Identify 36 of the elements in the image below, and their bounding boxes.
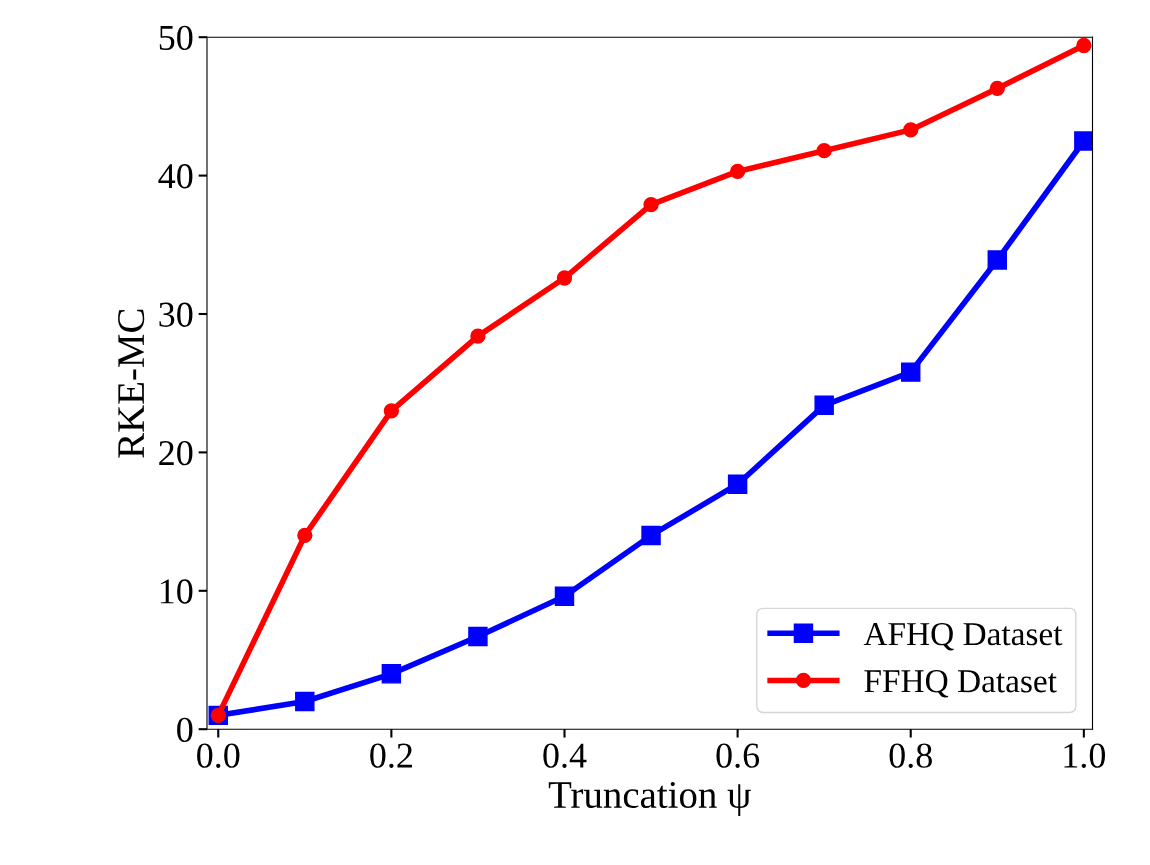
point <box>554 586 575 607</box>
y-tick-label: 30 <box>159 302 193 327</box>
point <box>903 122 919 138</box>
y-axis-title: RKE-MC <box>118 309 145 458</box>
point <box>1074 131 1093 151</box>
point <box>901 362 921 382</box>
x-axis-title: Truncation ψ <box>548 781 751 816</box>
x-tick-label: 0.2 <box>370 743 412 768</box>
point <box>383 403 400 419</box>
point <box>814 395 834 416</box>
x-tick-label: 1.0 <box>1064 743 1106 768</box>
point <box>295 691 315 712</box>
x-tick-label: 0.0 <box>197 743 240 768</box>
point <box>727 474 748 494</box>
point <box>643 197 659 213</box>
x-tick-label: 0.4 <box>543 743 587 768</box>
x-tick-label: 0.8 <box>889 743 932 768</box>
point <box>556 270 573 286</box>
point <box>470 328 486 344</box>
y-tick-label: 50 <box>159 25 193 51</box>
y-tick-label: 40 <box>158 164 193 189</box>
y-tick-label: 0 <box>177 717 193 743</box>
point <box>641 525 661 546</box>
point <box>1076 37 1092 54</box>
point <box>729 163 746 180</box>
point <box>381 664 402 684</box>
point <box>987 250 1008 270</box>
point <box>989 80 1005 97</box>
point <box>468 626 488 647</box>
x-tick-label: 0.6 <box>716 743 760 768</box>
y-tick-label: 10 <box>160 579 193 604</box>
y-tick-label: 20 <box>159 440 193 466</box>
point <box>297 527 313 544</box>
legend-label: FFHQ Dataset <box>864 670 1057 698</box>
legend-label: AFHQ Dataset <box>863 622 1063 651</box>
point <box>816 143 832 159</box>
